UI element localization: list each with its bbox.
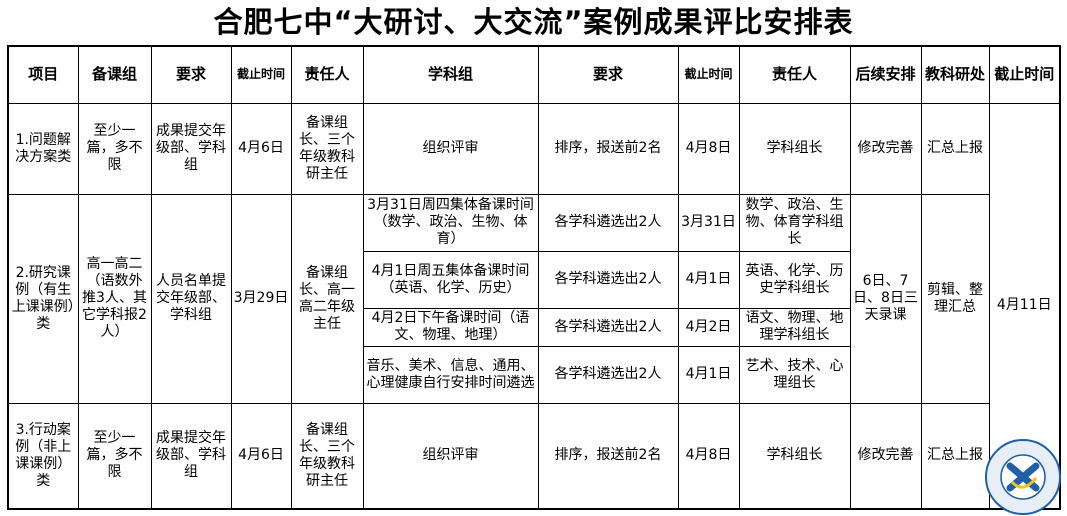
cell-owner: 备课组长、三个年级教科研主任 <box>290 102 364 195</box>
header-cell: 截止时间 <box>230 45 292 104</box>
cell-deadline2: 4月2日 <box>677 307 740 347</box>
header-cell: 后续安排 <box>849 45 922 104</box>
cell-subject: 3月31日周四集体备课时间（数学、政治、生物、体育） <box>362 193 539 252</box>
cell-deadline2: 4月8日 <box>677 102 740 195</box>
header-cell: 责任人 <box>738 45 851 104</box>
cell-req2: 各学科遴选出2人 <box>537 345 679 404</box>
header-cell: 备课组 <box>77 45 152 104</box>
header-row: 项目 备课组 要求 截止时间 责任人 学科组 要求 截止时间 责任人 后续安排 … <box>7 45 1061 104</box>
cell-follow: 6日、7日、8日三天录课 <box>849 193 922 404</box>
table-row: 4月2日下午备课时间（语文、物理、地理） 各学科遴选出2人 4月2日 语文、物理… <box>8 307 1060 347</box>
school-seal-logo <box>985 439 1061 515</box>
cell-group: 至少一篇，多不限 <box>77 402 152 510</box>
table-row: 2.研究课例（有生上课课例）类 高一高二（语数外推3人、其它学科报2人） 人员名… <box>7 193 1060 404</box>
table-row: 4月1日周五集体备课时间（英语、化学、历史） 各学科遴选出2人 4月1日 英语、… <box>8 250 1060 309</box>
cell-project: 2.研究课例（有生上课课例）类 <box>7 193 79 404</box>
table-row: 1.问题解决方案类 至少一篇，多不限 成果提交年级部、学科组 4月6日 备课组长… <box>7 102 1061 510</box>
cell-deadline2: 4月1日 <box>677 250 740 309</box>
header-cell: 学科组 <box>362 45 539 104</box>
cell-req2: 各学科遴选出2人 <box>537 250 679 309</box>
cell-deadline: 3月29日 <box>230 193 292 404</box>
cell-req2: 排序，报送前2名 <box>537 102 679 195</box>
cell-subject: 4月1日周五集体备课时间（英语、化学、历史） <box>362 250 539 309</box>
cell-req2: 各学科遴选出2人 <box>537 193 679 252</box>
header-cell: 要求 <box>150 45 232 104</box>
cell-deadline: 4月6日 <box>230 402 292 510</box>
cell-office: 剪辑、整理汇总 <box>920 193 990 404</box>
cell-req: 成果提交年级部、学科组 <box>150 102 232 195</box>
table-row: 3.行动案例（非上课课例）类 至少一篇，多不限 成果提交年级部、学科组 4月6日… <box>7 402 1060 510</box>
cell-owner2: 语文、物理、地理学科组长 <box>738 307 851 347</box>
cell-subject: 组织评审 <box>362 402 539 510</box>
cell-req: 人员名单提交年级部、学科组 <box>150 193 232 404</box>
cell-follow: 修改完善 <box>849 402 922 510</box>
page-title: 合肥七中“大研讨、大交流”案例成果评比安排表 <box>213 5 854 39</box>
cell-group: 至少一篇，多不限 <box>77 102 152 195</box>
cell-subject: 4月2日下午备课时间（语文、物理、地理） <box>362 307 539 347</box>
schedule-table: 项目 备课组 要求 截止时间 责任人 学科组 要求 截止时间 责任人 后续安排 … <box>7 45 1061 510</box>
cell-owner: 备课组长、三个年级教科研主任 <box>290 402 364 510</box>
cell-follow: 修改完善 <box>849 102 922 195</box>
header-cell: 项目 <box>7 45 79 104</box>
cell-deadline: 4月6日 <box>230 102 292 195</box>
cell-deadline2: 3月31日 <box>677 193 740 252</box>
header-cell: 截止时间 <box>988 45 1061 104</box>
cell-office: 汇总上报 <box>920 102 990 195</box>
cell-deadline2: 4月1日 <box>677 345 740 404</box>
cell-owner2: 学科组长 <box>738 402 851 510</box>
header-cell: 责任人 <box>290 45 364 104</box>
cell-req2: 排序，报送前2名 <box>537 402 679 510</box>
cell-subject: 组织评审 <box>362 102 539 195</box>
cell-req2: 各学科遴选出2人 <box>537 307 679 347</box>
header-cell: 截止时间 <box>677 45 740 104</box>
cell-deadline2: 4月8日 <box>677 402 740 510</box>
cell-office: 汇总上报 <box>920 402 990 510</box>
table-row: 音乐、美术、信息、通用、心理健康自行安排时间遴选 各学科遴选出2人 4月1日 艺… <box>8 345 1060 404</box>
cell-project: 1.问题解决方案类 <box>7 102 79 195</box>
cell-group: 高一高二（语数外推3人、其它学科报2人） <box>77 193 152 404</box>
header-cell: 要求 <box>537 45 679 104</box>
cell-owner2: 数学、政治、生物、体育学科组长 <box>738 193 851 252</box>
cell-project: 3.行动案例（非上课课例）类 <box>7 402 79 510</box>
cell-req: 成果提交年级部、学科组 <box>150 402 232 510</box>
header-cell: 教科研处 <box>920 45 990 104</box>
cell-owner2: 英语、化学、历史学科组长 <box>738 250 851 309</box>
cell-owner2: 学科组长 <box>738 102 851 195</box>
cell-owner2: 艺术、技术、心理组长 <box>738 345 851 404</box>
cell-owner: 备课组长、高一高二年级主任 <box>290 193 364 404</box>
cell-subject: 音乐、美术、信息、通用、心理健康自行安排时间遴选 <box>362 345 539 404</box>
